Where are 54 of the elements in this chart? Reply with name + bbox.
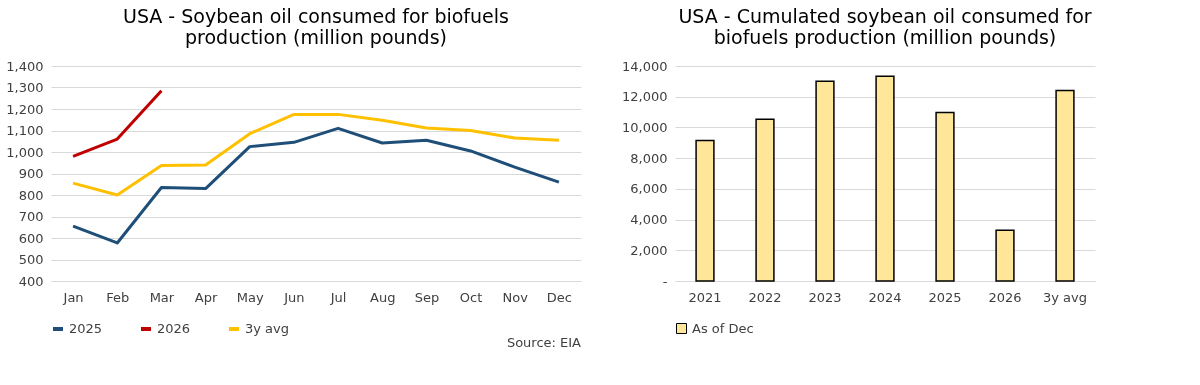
y-tick-label: 8,000: [630, 150, 668, 166]
x-tick-label: Jul: [329, 289, 347, 305]
line-series: [71, 126, 561, 245]
x-tick-label: Dec: [546, 289, 572, 305]
line-series: [71, 112, 561, 197]
chart-title: USA - Cumulated soybean oil consumed for biofuels production (million pounds): [678, 5, 1092, 48]
bar: [1055, 89, 1075, 282]
bar: [875, 75, 895, 282]
x-tick-label: 2025: [928, 289, 962, 305]
y-tick-label: -: [662, 273, 668, 289]
y-tick-label: 1,400: [6, 58, 44, 74]
y-tick-label: 700: [18, 209, 44, 224]
x-tick-label: May: [236, 289, 264, 305]
x-tick-label: Jun: [283, 289, 305, 305]
y-tick-label: 14,000: [622, 58, 668, 74]
bar: [755, 118, 775, 282]
y-tick-label: 900: [18, 166, 44, 181]
y-tick-label: 600: [18, 230, 44, 246]
x-tick-label: Sep: [414, 289, 440, 305]
source-note: Source: EIA: [506, 335, 582, 350]
y-tick-label: 1,200: [6, 101, 44, 117]
legend-label: 2026: [157, 321, 191, 336]
x-tick-label: Mar: [149, 289, 175, 305]
x-tick-label: 2026: [988, 289, 1022, 305]
y-tick-label: 10,000: [622, 119, 668, 135]
bar: [815, 80, 835, 282]
y-tick-label: 400: [18, 273, 44, 289]
x-tick-label: 2021: [688, 289, 722, 305]
legend-label: As of Dec: [692, 320, 754, 336]
x-tick-label: Feb: [106, 289, 130, 305]
y-tick-label: 1,000: [6, 144, 44, 160]
y-tick-label: 4,000: [630, 212, 668, 228]
x-tick-label: 2022: [748, 289, 782, 305]
x-tick-label: 3y avg: [1042, 289, 1088, 305]
bar: [995, 229, 1015, 282]
y-tick-label: 2,000: [630, 242, 668, 258]
bar: [695, 139, 715, 282]
legend-label: 3y avg: [245, 321, 290, 336]
y-tick-label: 800: [18, 187, 44, 203]
y-tick-label: 6,000: [630, 181, 668, 197]
y-tick-label: 500: [18, 252, 44, 267]
x-tick-label: Apr: [194, 289, 218, 305]
y-tick-label: 12,000: [622, 89, 668, 105]
x-tick-label: 2024: [868, 289, 902, 305]
y-tick-label: 1,300: [6, 80, 44, 95]
x-tick-label: Aug: [370, 289, 396, 305]
x-tick-label: 2023: [808, 289, 842, 305]
x-tick-label: Oct: [459, 289, 483, 305]
legend-label: 2025: [69, 321, 103, 336]
bar: [935, 111, 955, 282]
x-tick-label: Nov: [502, 289, 529, 305]
x-tick-label: Jan: [62, 289, 84, 305]
y-tick-label: 1,100: [6, 123, 44, 138]
chart-title: USA - Soybean oil consumed for biofuels production (million pounds): [123, 5, 509, 48]
